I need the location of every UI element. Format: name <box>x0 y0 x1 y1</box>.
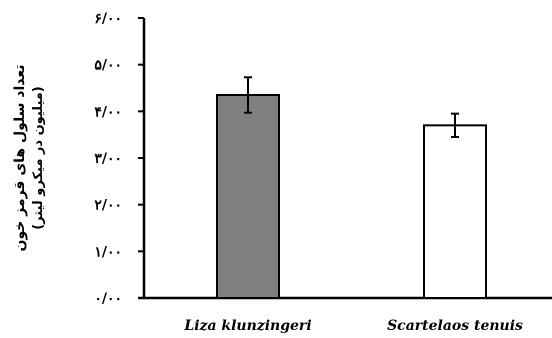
y-tick-label: ۱/۰۰ <box>94 244 122 260</box>
y-axis-unit-label: (میلیون در میکرو لیتر) <box>31 86 46 230</box>
y-tick-label: ۲/۰۰ <box>94 198 122 214</box>
bars <box>216 94 487 300</box>
x-category-labels: Liza klunzingeri Scartelaos tenuis <box>183 318 523 334</box>
x-category-label: Liza klunzingeri <box>183 318 311 334</box>
y-axis-label: تعداد سلول های قرمز خون <box>12 65 28 252</box>
x-category-label: Scartelaos tenuis <box>387 318 523 334</box>
y-axis-title: تعداد سلول های قرمز خون (میلیون در میکرو… <box>12 65 46 252</box>
axes <box>138 18 552 300</box>
y-ticks: ۰/۰۰ ۱/۰۰ ۲/۰۰ ۳/۰۰ ۴/۰۰ ۵/۰۰ ۶/۰۰ <box>94 11 144 307</box>
bar <box>423 124 487 300</box>
y-tick-label: ۳/۰۰ <box>94 151 122 167</box>
y-tick-label: ۶/۰۰ <box>94 11 122 27</box>
y-tick-label: ۰/۰۰ <box>94 291 122 307</box>
y-tick-label: ۵/۰۰ <box>94 58 122 74</box>
error-bars <box>244 76 459 138</box>
bar <box>216 94 280 299</box>
y-tick-label: ۴/۰۰ <box>94 104 122 120</box>
